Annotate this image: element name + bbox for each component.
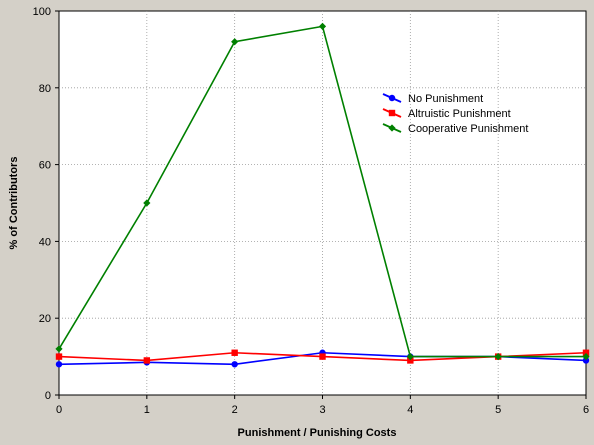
x-tick-label: 2 xyxy=(232,404,238,416)
x-tick-label: 5 xyxy=(495,404,501,416)
legend: No Punishment Altruistic Punishment Cooper… xyxy=(382,93,528,135)
data-point xyxy=(407,357,414,364)
y-tick-label: 20 xyxy=(39,313,51,325)
data-point xyxy=(55,361,63,368)
data-point xyxy=(494,353,502,361)
x-tick-label: 6 xyxy=(583,404,589,416)
y-tick-label: 0 xyxy=(45,390,51,402)
data-point xyxy=(143,199,151,207)
grid-lines xyxy=(59,11,586,395)
legend-label: Altruistic Punishment xyxy=(408,108,511,120)
data-point xyxy=(406,353,414,361)
y-tick-label: 40 xyxy=(39,236,51,248)
y-tick-label: 100 xyxy=(33,6,51,18)
x-tick-label: 4 xyxy=(407,404,413,416)
data-point xyxy=(319,353,326,360)
data-point xyxy=(55,353,63,360)
data-point xyxy=(582,349,590,356)
data-point xyxy=(143,357,151,364)
x-tick-label: 3 xyxy=(319,404,325,416)
y-tick-label: 80 xyxy=(39,83,51,95)
x-axis-title: Punishment / Punishing Costs xyxy=(238,427,397,439)
legend-item: Altruistic Punishment xyxy=(382,108,511,120)
legend-label: No Punishment xyxy=(408,93,483,105)
data-point xyxy=(582,357,590,364)
x-tick-label: 0 xyxy=(56,404,62,416)
series-lines xyxy=(55,22,590,368)
data-point xyxy=(231,349,238,356)
data-point xyxy=(231,38,239,46)
legend-swatch-marker xyxy=(388,94,396,102)
data-point xyxy=(55,345,63,353)
legend-item: No Punishment xyxy=(382,93,483,105)
y-axis-title: % of Contributors xyxy=(8,157,20,250)
legend-swatch-marker xyxy=(388,109,396,117)
series-cooperative-punishment xyxy=(55,22,590,361)
data-point xyxy=(582,353,590,361)
x-tick-label: 1 xyxy=(144,404,150,416)
y-tick-label: 60 xyxy=(39,160,51,172)
legend-label: Cooperative Punishment xyxy=(408,123,528,135)
legend-item: Cooperative Punishment xyxy=(382,123,528,135)
legend-swatch-marker xyxy=(388,124,396,132)
data-point xyxy=(318,22,327,30)
data-point xyxy=(231,361,238,368)
